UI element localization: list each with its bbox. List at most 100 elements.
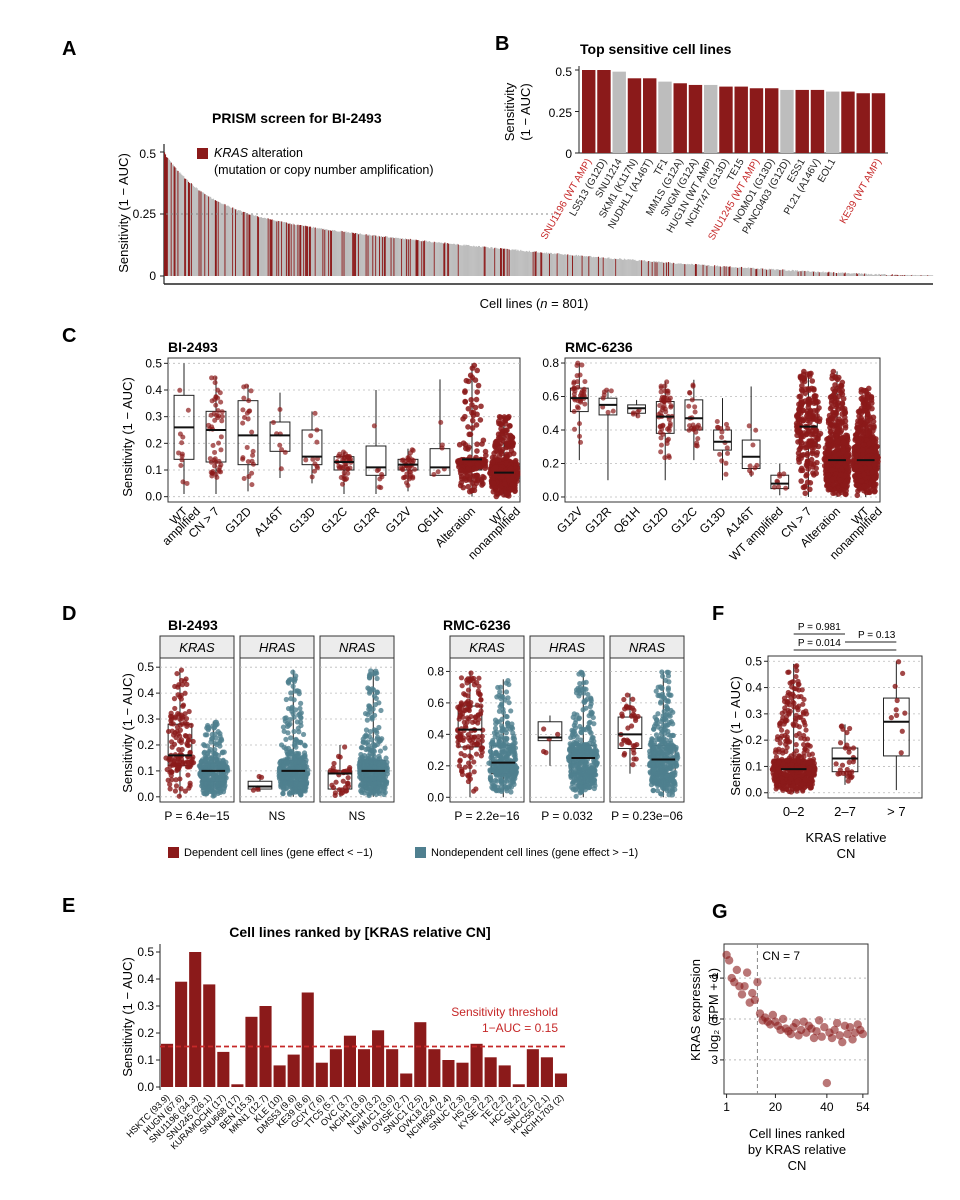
- panel-a-bar: [617, 259, 619, 276]
- data-point: [407, 464, 413, 470]
- data-point: [480, 460, 487, 467]
- data-point: [842, 422, 849, 429]
- panel-a-bar: [528, 250, 530, 276]
- panel-c-x-tick-label: A146T: [251, 504, 286, 539]
- panel-a-bar: [260, 217, 262, 276]
- data-point: [776, 484, 782, 490]
- panel-c-ytick-label: 0.8: [542, 356, 559, 370]
- panel-a-bar: [535, 251, 537, 276]
- data-point: [186, 708, 192, 715]
- panel-a-bar: [906, 275, 908, 276]
- panel-a-bar: [385, 236, 387, 276]
- data-point: [412, 466, 418, 472]
- panel-a-bar: [242, 211, 244, 276]
- data-point: [664, 441, 670, 447]
- data-point: [581, 386, 587, 392]
- panel-a-bar: [596, 257, 598, 276]
- data-point: [346, 454, 352, 460]
- data-point: [839, 434, 846, 441]
- panel-a-bar: [911, 274, 913, 276]
- data-point: [686, 427, 692, 433]
- panel-b-bar: [658, 81, 672, 153]
- data-point: [335, 453, 341, 459]
- panel-d-ytick-label: 0.3: [137, 712, 154, 726]
- data-point: [283, 736, 289, 743]
- data-point: [376, 724, 382, 731]
- panel-a-bar: [659, 261, 661, 276]
- panel-a-bar: [829, 272, 831, 276]
- data-point: [748, 470, 754, 476]
- panel-a-bar: [840, 272, 842, 276]
- panel-a-bar: [747, 267, 749, 276]
- panel-a-bar: [427, 241, 429, 276]
- panel-a-bar: [189, 183, 192, 276]
- data-point: [501, 480, 508, 487]
- data-point: [804, 479, 811, 485]
- panel-a-bar: [750, 267, 752, 276]
- panel-a-bar: [860, 273, 863, 276]
- panel-a-bar: [663, 262, 665, 276]
- data-point: [376, 753, 382, 759]
- data-point: [221, 786, 227, 792]
- panel-a-bar: [637, 260, 639, 276]
- data-point: [471, 734, 477, 740]
- data-point: [871, 474, 878, 481]
- panel-a-bar: [626, 259, 628, 276]
- data-point: [357, 766, 363, 772]
- panel-a-bar: [715, 266, 717, 276]
- panel-a-bar: [764, 268, 767, 276]
- data-point: [297, 739, 304, 746]
- data-point: [861, 471, 867, 478]
- panel-a-bar: [475, 246, 477, 276]
- panel-a-bar: [776, 269, 778, 276]
- panel-c-x-tick-label: G12C: [318, 504, 350, 536]
- data-point: [861, 483, 868, 490]
- panel-a-bar: [211, 198, 213, 276]
- panel-a-bar: [456, 243, 458, 276]
- panel-a-bar: [290, 224, 292, 276]
- panel-a-bar: [699, 264, 701, 276]
- panel-d-facet-label: KRAS: [469, 640, 505, 655]
- panel-a-bar: [222, 204, 224, 276]
- data-point: [246, 474, 252, 480]
- panel-a-bar: [674, 263, 676, 276]
- panel-a-bar: [817, 271, 819, 276]
- data-point: [724, 445, 730, 451]
- panel-a-bar: [668, 262, 671, 276]
- panel-c-x-tick-label: G12C: [668, 504, 700, 536]
- data-point: [298, 722, 304, 729]
- panel-a-bar: [195, 187, 197, 276]
- panel-a-bar: [311, 227, 313, 276]
- panel-a-bar: [651, 261, 653, 276]
- panel-b-ylabel-line2: (1 − AUC): [518, 83, 533, 140]
- panel-a-bar: [861, 273, 864, 276]
- data-point: [294, 688, 300, 694]
- data-point: [610, 408, 616, 414]
- panel-a-bar: [265, 218, 267, 276]
- panel-a-bar: [440, 242, 442, 276]
- panel-letter-g: G: [712, 901, 728, 923]
- panel-a-bar: [576, 256, 578, 276]
- panel-a-bar: [586, 256, 588, 276]
- panel-a-bar: [483, 246, 485, 276]
- panel-a-bar: [540, 252, 542, 276]
- panel-a-bar: [174, 167, 176, 276]
- data-point: [468, 700, 474, 706]
- data-point: [866, 440, 873, 447]
- panel-a-bar: [507, 249, 509, 276]
- data-point: [212, 449, 218, 455]
- panel-a-bar: [707, 265, 709, 276]
- panel-a-bar: [924, 275, 926, 276]
- panel-a-bar: [842, 272, 844, 276]
- panel-a-bar: [775, 269, 777, 276]
- data-point: [212, 380, 218, 386]
- panel-a-bar: [781, 270, 783, 276]
- data-point: [372, 670, 379, 676]
- data-point: [285, 730, 291, 736]
- data-point: [367, 765, 373, 771]
- panel-a-bar: [221, 203, 223, 276]
- data-point: [202, 732, 209, 738]
- panel-a-bar: [823, 272, 825, 276]
- data-point: [330, 765, 336, 771]
- panel-a-bar: [445, 243, 447, 276]
